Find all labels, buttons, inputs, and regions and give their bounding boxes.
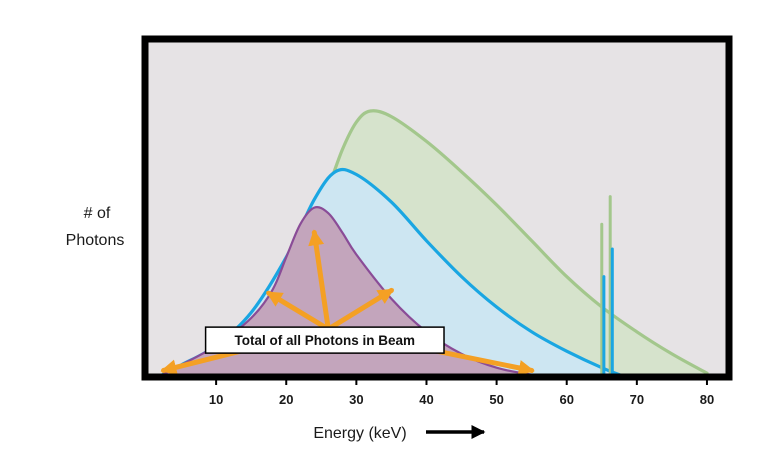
y-axis-label-line-2: Photons [66, 232, 125, 249]
x-tick-label-40: 40 [419, 392, 433, 407]
annotation-arrow-to-upper-left [265, 290, 331, 332]
x-tick-label-30: 30 [349, 392, 363, 407]
annotation-arrow-to-upper-right [325, 287, 395, 332]
x-tick-label-80: 80 [700, 392, 714, 407]
x-axis-label: Energy (keV) [313, 425, 406, 442]
y-axis-label-line-1: # of [84, 205, 111, 222]
x-tick-label-50: 50 [489, 392, 503, 407]
x-tick-label-10: 10 [209, 392, 223, 407]
x-tick-label-70: 70 [630, 392, 644, 407]
plot-frame [141, 35, 733, 381]
annotation-callout-text: Total of all Photons in Beam [235, 333, 416, 348]
annotation-callout-box [204, 326, 445, 354]
x-tick-label-60: 60 [559, 392, 573, 407]
annotation-arrow-to-peak [308, 229, 331, 332]
x-tick-label-20: 20 [279, 392, 293, 407]
